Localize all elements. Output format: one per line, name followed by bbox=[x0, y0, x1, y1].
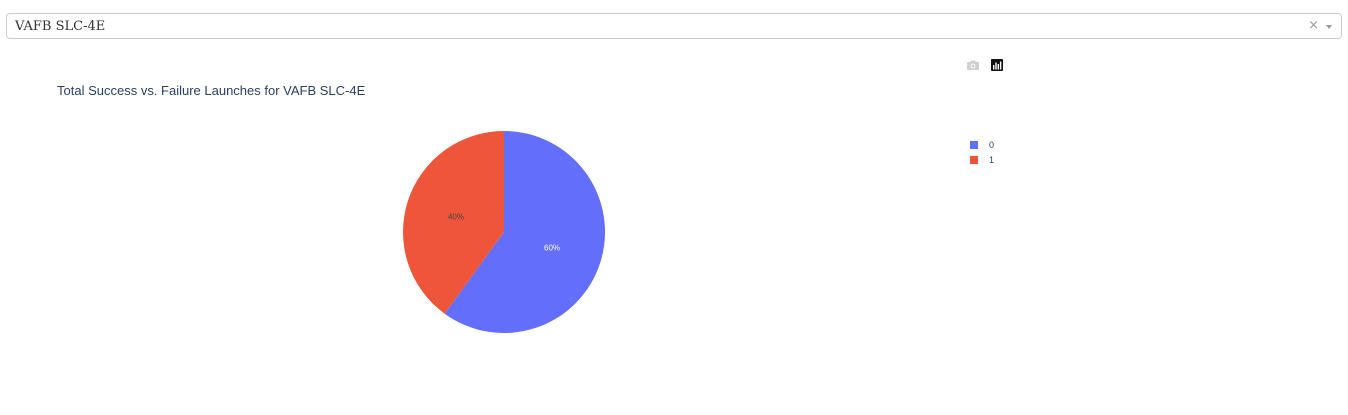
legend-label-1: 1 bbox=[989, 154, 995, 165]
clear-icon[interactable]: × bbox=[1308, 18, 1319, 33]
chart-title: Total Success vs. Failure Launches for V… bbox=[57, 83, 366, 98]
pie-slice-0[interactable] bbox=[444, 131, 605, 333]
pie-chart: Total Success vs. Failure Launches for V… bbox=[0, 50, 1010, 390]
launch-site-dropdown[interactable]: VAFB SLC-4E × bbox=[6, 13, 1342, 39]
legend-item-1[interactable]: 1 bbox=[970, 152, 994, 167]
dropdown-selected-value: VAFB SLC-4E bbox=[15, 19, 106, 34]
legend-item-0[interactable]: 0 bbox=[970, 137, 994, 152]
pie-label-1: 40% bbox=[448, 212, 464, 221]
legend: 0 1 bbox=[970, 137, 994, 167]
pie-slice-1[interactable] bbox=[403, 131, 504, 314]
pie-plot-area: 60% 40% bbox=[403, 131, 605, 333]
legend-swatch-0 bbox=[970, 140, 978, 149]
pie-label-0: 60% bbox=[544, 244, 560, 253]
legend-swatch-1 bbox=[970, 155, 978, 164]
camera-icon[interactable] bbox=[966, 58, 980, 72]
plotly-logo-icon[interactable] bbox=[990, 58, 1004, 72]
legend-label-0: 0 bbox=[989, 139, 995, 150]
chevron-down-icon[interactable] bbox=[1326, 25, 1332, 29]
